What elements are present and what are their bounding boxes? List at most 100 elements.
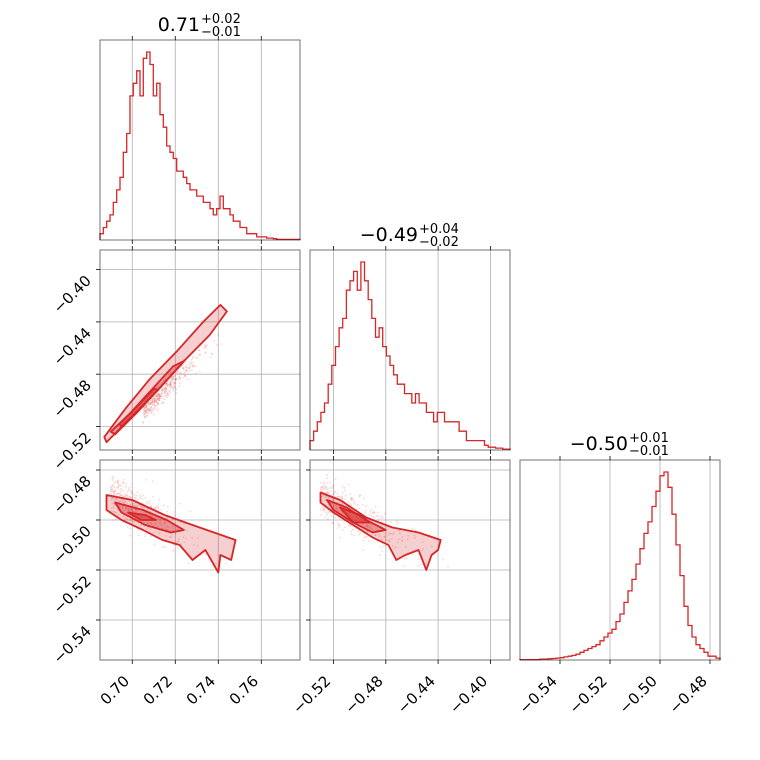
scatter-point xyxy=(192,364,195,367)
scatter-point xyxy=(182,367,185,369)
scatter-point xyxy=(364,509,367,512)
scatter-point xyxy=(382,545,385,548)
scatter-point xyxy=(140,524,143,527)
panel-frame-10 xyxy=(99,249,301,451)
scatter-point xyxy=(326,491,329,494)
scatter-point xyxy=(327,497,330,499)
scatter-point xyxy=(330,515,332,518)
scatter-point xyxy=(114,497,117,500)
scatter-point xyxy=(155,523,158,525)
scatter-point xyxy=(149,409,152,412)
scatter-point xyxy=(149,403,152,405)
scatter-point xyxy=(331,487,334,490)
tick-label-y-2-0: −0.54 xyxy=(50,622,95,667)
scatter-point xyxy=(117,485,120,487)
scatter-point xyxy=(154,531,157,533)
hist-param2 xyxy=(519,471,721,661)
scatter-point xyxy=(169,383,171,386)
scatter-point xyxy=(364,512,366,515)
scatter-point xyxy=(352,497,354,500)
scatter-point xyxy=(125,482,128,485)
scatter-point xyxy=(124,507,127,509)
scatter-point xyxy=(422,548,425,550)
scatter-point xyxy=(147,408,150,410)
scatter-point xyxy=(379,546,382,549)
scatter-point xyxy=(406,538,409,540)
scatter-point xyxy=(171,518,174,521)
scatter-point xyxy=(192,543,195,546)
tick-label-y-1-1: −0.48 xyxy=(50,376,95,421)
scatter-point xyxy=(166,392,169,395)
scatter-point xyxy=(150,401,152,404)
scatter-point xyxy=(151,399,154,402)
scatter-point xyxy=(184,368,187,371)
scatter-point xyxy=(122,515,125,518)
scatter-point xyxy=(174,382,177,385)
scatter-point xyxy=(131,495,134,498)
scatter-point xyxy=(147,408,150,410)
scatter-point xyxy=(160,394,163,397)
scatter-point xyxy=(157,393,160,396)
scatter-point xyxy=(169,381,172,384)
scatter-point xyxy=(144,412,146,415)
scatter-point xyxy=(192,366,195,368)
scatter-point xyxy=(347,483,350,486)
scatter-point xyxy=(117,482,120,484)
scatter-point xyxy=(166,380,169,383)
scatter-point xyxy=(153,399,156,402)
tick-label-x-2-3: −0.48 xyxy=(666,672,711,717)
scatter-point xyxy=(324,510,326,513)
scatter-point xyxy=(323,516,326,519)
scatter-point xyxy=(120,487,123,490)
scatter-point xyxy=(331,521,334,524)
scatter-point xyxy=(120,494,123,497)
scatter-point xyxy=(137,534,140,537)
scatter-point xyxy=(179,382,181,384)
scatter-point xyxy=(112,490,115,493)
scatter-point xyxy=(151,401,154,404)
scatter-point xyxy=(373,511,376,514)
scatter-point xyxy=(112,484,114,486)
scatter-point xyxy=(156,504,159,507)
scatter-point xyxy=(116,480,119,483)
title-2-minus: −0.01 xyxy=(629,444,669,459)
scatter-point xyxy=(350,497,353,500)
scatter-point xyxy=(169,383,172,386)
scatter-point xyxy=(396,523,398,525)
scatter-point xyxy=(113,490,116,492)
scatter-point xyxy=(171,377,173,380)
scatter-point xyxy=(335,516,337,519)
scatter-point xyxy=(348,524,350,526)
scatter-point xyxy=(156,401,159,404)
scatter-point xyxy=(150,412,153,414)
tick-label-y-2-1: −0.52 xyxy=(50,572,95,617)
scatter-point xyxy=(155,400,158,403)
scatter-point xyxy=(111,477,114,480)
scatter-point xyxy=(205,346,208,349)
title-1-plus: +0.04 xyxy=(419,222,459,237)
scatter-point xyxy=(126,502,129,504)
scatter-point xyxy=(349,525,352,528)
scatter-point xyxy=(164,398,167,401)
scatter-point xyxy=(139,497,141,500)
scatter-point xyxy=(183,541,186,544)
scatter-point xyxy=(128,496,131,499)
scatter-point xyxy=(417,558,420,560)
scatter-point xyxy=(204,344,206,346)
scatter-point xyxy=(149,403,152,405)
scatter-point xyxy=(350,496,353,499)
scatter-point xyxy=(337,522,339,525)
scatter-point xyxy=(176,370,179,372)
tick-label-x-1-0: −0.52 xyxy=(289,672,334,717)
scatter-point xyxy=(392,531,395,534)
scatter-point xyxy=(112,519,115,521)
scatter-point xyxy=(324,492,327,494)
scatter-point xyxy=(117,493,120,496)
scatter-point xyxy=(182,367,185,370)
scatter-point xyxy=(350,498,352,501)
scatter-point xyxy=(112,502,115,505)
scatter-point xyxy=(147,402,150,405)
scatter-point xyxy=(336,509,339,511)
scatter-point xyxy=(143,413,146,416)
scatter-point xyxy=(122,481,125,484)
